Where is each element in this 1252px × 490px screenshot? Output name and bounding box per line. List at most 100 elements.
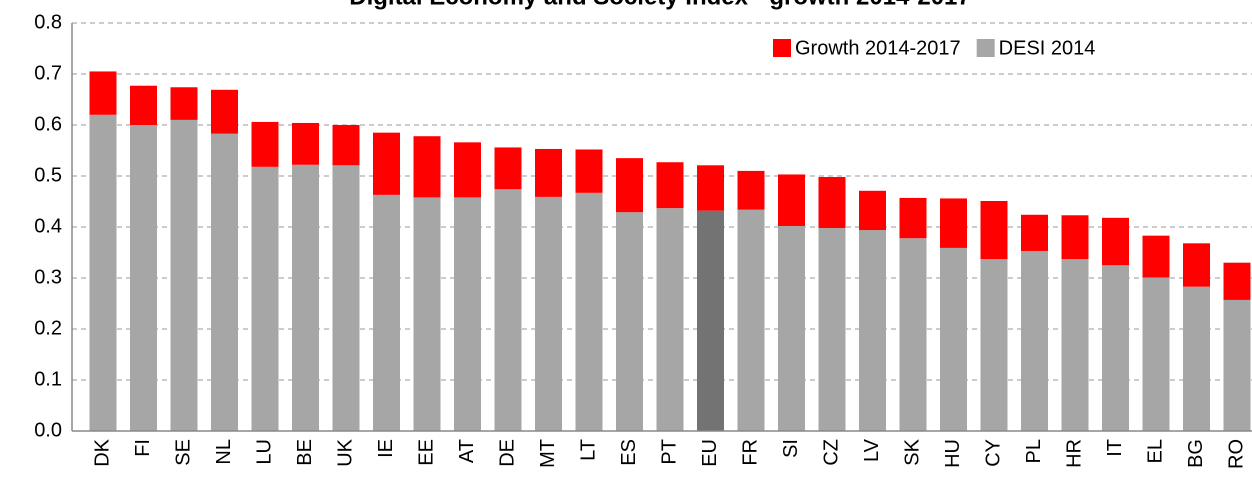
bar-segment (940, 198, 967, 248)
bar-segment (1021, 214, 1048, 251)
bar-segment (251, 121, 279, 167)
y-tick-label: 0.4 (34, 215, 62, 237)
y-tick-label: 0.1 (34, 368, 62, 390)
x-tick-label: CZ (820, 439, 842, 466)
bar-segment (980, 259, 1008, 431)
bar-segment (818, 177, 846, 229)
bar-segment (332, 165, 360, 432)
bar-segment (575, 149, 603, 193)
bar-segment (89, 114, 117, 432)
x-tick-label: FR (739, 439, 761, 466)
x-tick-label: LT (577, 439, 599, 461)
bar-segment (130, 85, 157, 125)
x-tick-label: SE (172, 439, 194, 466)
bar-segment (292, 164, 319, 431)
bar-segment (575, 192, 603, 431)
y-tick-label: 0.2 (34, 317, 62, 339)
bar-segment (89, 71, 117, 115)
legend-label: Growth 2014-2017 (795, 37, 961, 59)
bar-segment (1102, 265, 1129, 431)
y-tick-label: 0.3 (34, 266, 62, 288)
bar-segment (859, 190, 886, 231)
bar-segment (1061, 215, 1089, 260)
bar-segment (778, 174, 805, 226)
y-tick-label: 0.5 (34, 164, 62, 186)
bar-segment (697, 165, 724, 211)
x-tick-label: HR (1063, 439, 1085, 468)
bar-segment (656, 208, 684, 431)
bar-segment (332, 125, 360, 166)
y-tick-label: 0.0 (34, 419, 62, 441)
bar-segment (1142, 235, 1170, 278)
bar-segment (1183, 243, 1210, 287)
x-tick-label: BG (1185, 439, 1207, 468)
bar-segment (778, 225, 805, 431)
chart-title: Digital Economy and Society Index - grow… (349, 0, 971, 10)
legend-swatch (773, 39, 791, 57)
y-tick-label: 0.6 (34, 113, 62, 135)
bar-segment (616, 158, 643, 213)
bar-segment (1142, 277, 1170, 431)
x-tick-label: RO (1225, 439, 1247, 469)
bar-segment (130, 125, 157, 431)
x-tick-label: LV (861, 438, 883, 462)
bar-segment (980, 200, 1008, 260)
bar-segment (899, 197, 927, 239)
x-tick-label: CY (982, 439, 1004, 467)
bar-segment (818, 228, 846, 431)
x-tick-label: ES (618, 439, 640, 466)
bar-segment (413, 136, 441, 198)
x-tick-label: AT (456, 439, 478, 463)
x-tick-label: FI (132, 439, 154, 457)
x-tick-label: SI (780, 439, 802, 458)
x-tick-label: EE (415, 439, 437, 466)
bar-segment (454, 142, 481, 198)
bar-segment (1223, 299, 1251, 431)
bar-segment (535, 196, 562, 431)
bar-segment (1102, 217, 1129, 266)
x-tick-label: DK (91, 438, 113, 466)
bar-segment (413, 197, 441, 431)
bar-segment (251, 166, 279, 431)
x-tick-label: IT (1104, 439, 1126, 457)
bar-segment (170, 119, 198, 432)
x-tick-label: LU (253, 439, 275, 465)
x-tick-label: SK (901, 438, 923, 465)
bar-segment (535, 148, 562, 197)
x-tick-label: HU (942, 439, 964, 468)
bar-segment (494, 147, 522, 190)
bar-segment (292, 122, 319, 165)
bar-segment (616, 212, 643, 431)
bar-segment (211, 133, 238, 432)
bar-segment (373, 194, 400, 431)
legend-swatch (976, 39, 995, 57)
bar-segment (737, 209, 765, 431)
x-tick-label: BE (294, 439, 316, 466)
bar-segment (899, 238, 927, 431)
bar-segment (940, 247, 967, 431)
bar-segment (1183, 286, 1210, 431)
y-tick-label: 0.8 (34, 11, 62, 33)
bar-segment (494, 189, 522, 431)
bar-segment (656, 162, 684, 209)
x-tick-label: MT (537, 439, 559, 468)
x-tick-label: NL (213, 439, 235, 465)
x-tick-label: IE (375, 439, 397, 458)
bar-segment (737, 170, 765, 210)
bar-segment (859, 230, 886, 431)
bar-segment (211, 89, 238, 134)
bar-segment (697, 210, 724, 431)
x-tick-label: PT (658, 439, 680, 465)
bar-segment (1061, 259, 1089, 431)
bar-segment (1223, 262, 1251, 300)
bar-segment (454, 197, 481, 431)
bar-segment (1021, 250, 1048, 431)
bar-segment (373, 132, 400, 195)
x-tick-label: PL (1023, 439, 1045, 463)
x-tick-label: EU (699, 439, 721, 467)
x-tick-label: EL (1144, 439, 1166, 463)
legend-label: DESI 2014 (999, 37, 1096, 59)
x-tick-label: UK (334, 438, 356, 466)
